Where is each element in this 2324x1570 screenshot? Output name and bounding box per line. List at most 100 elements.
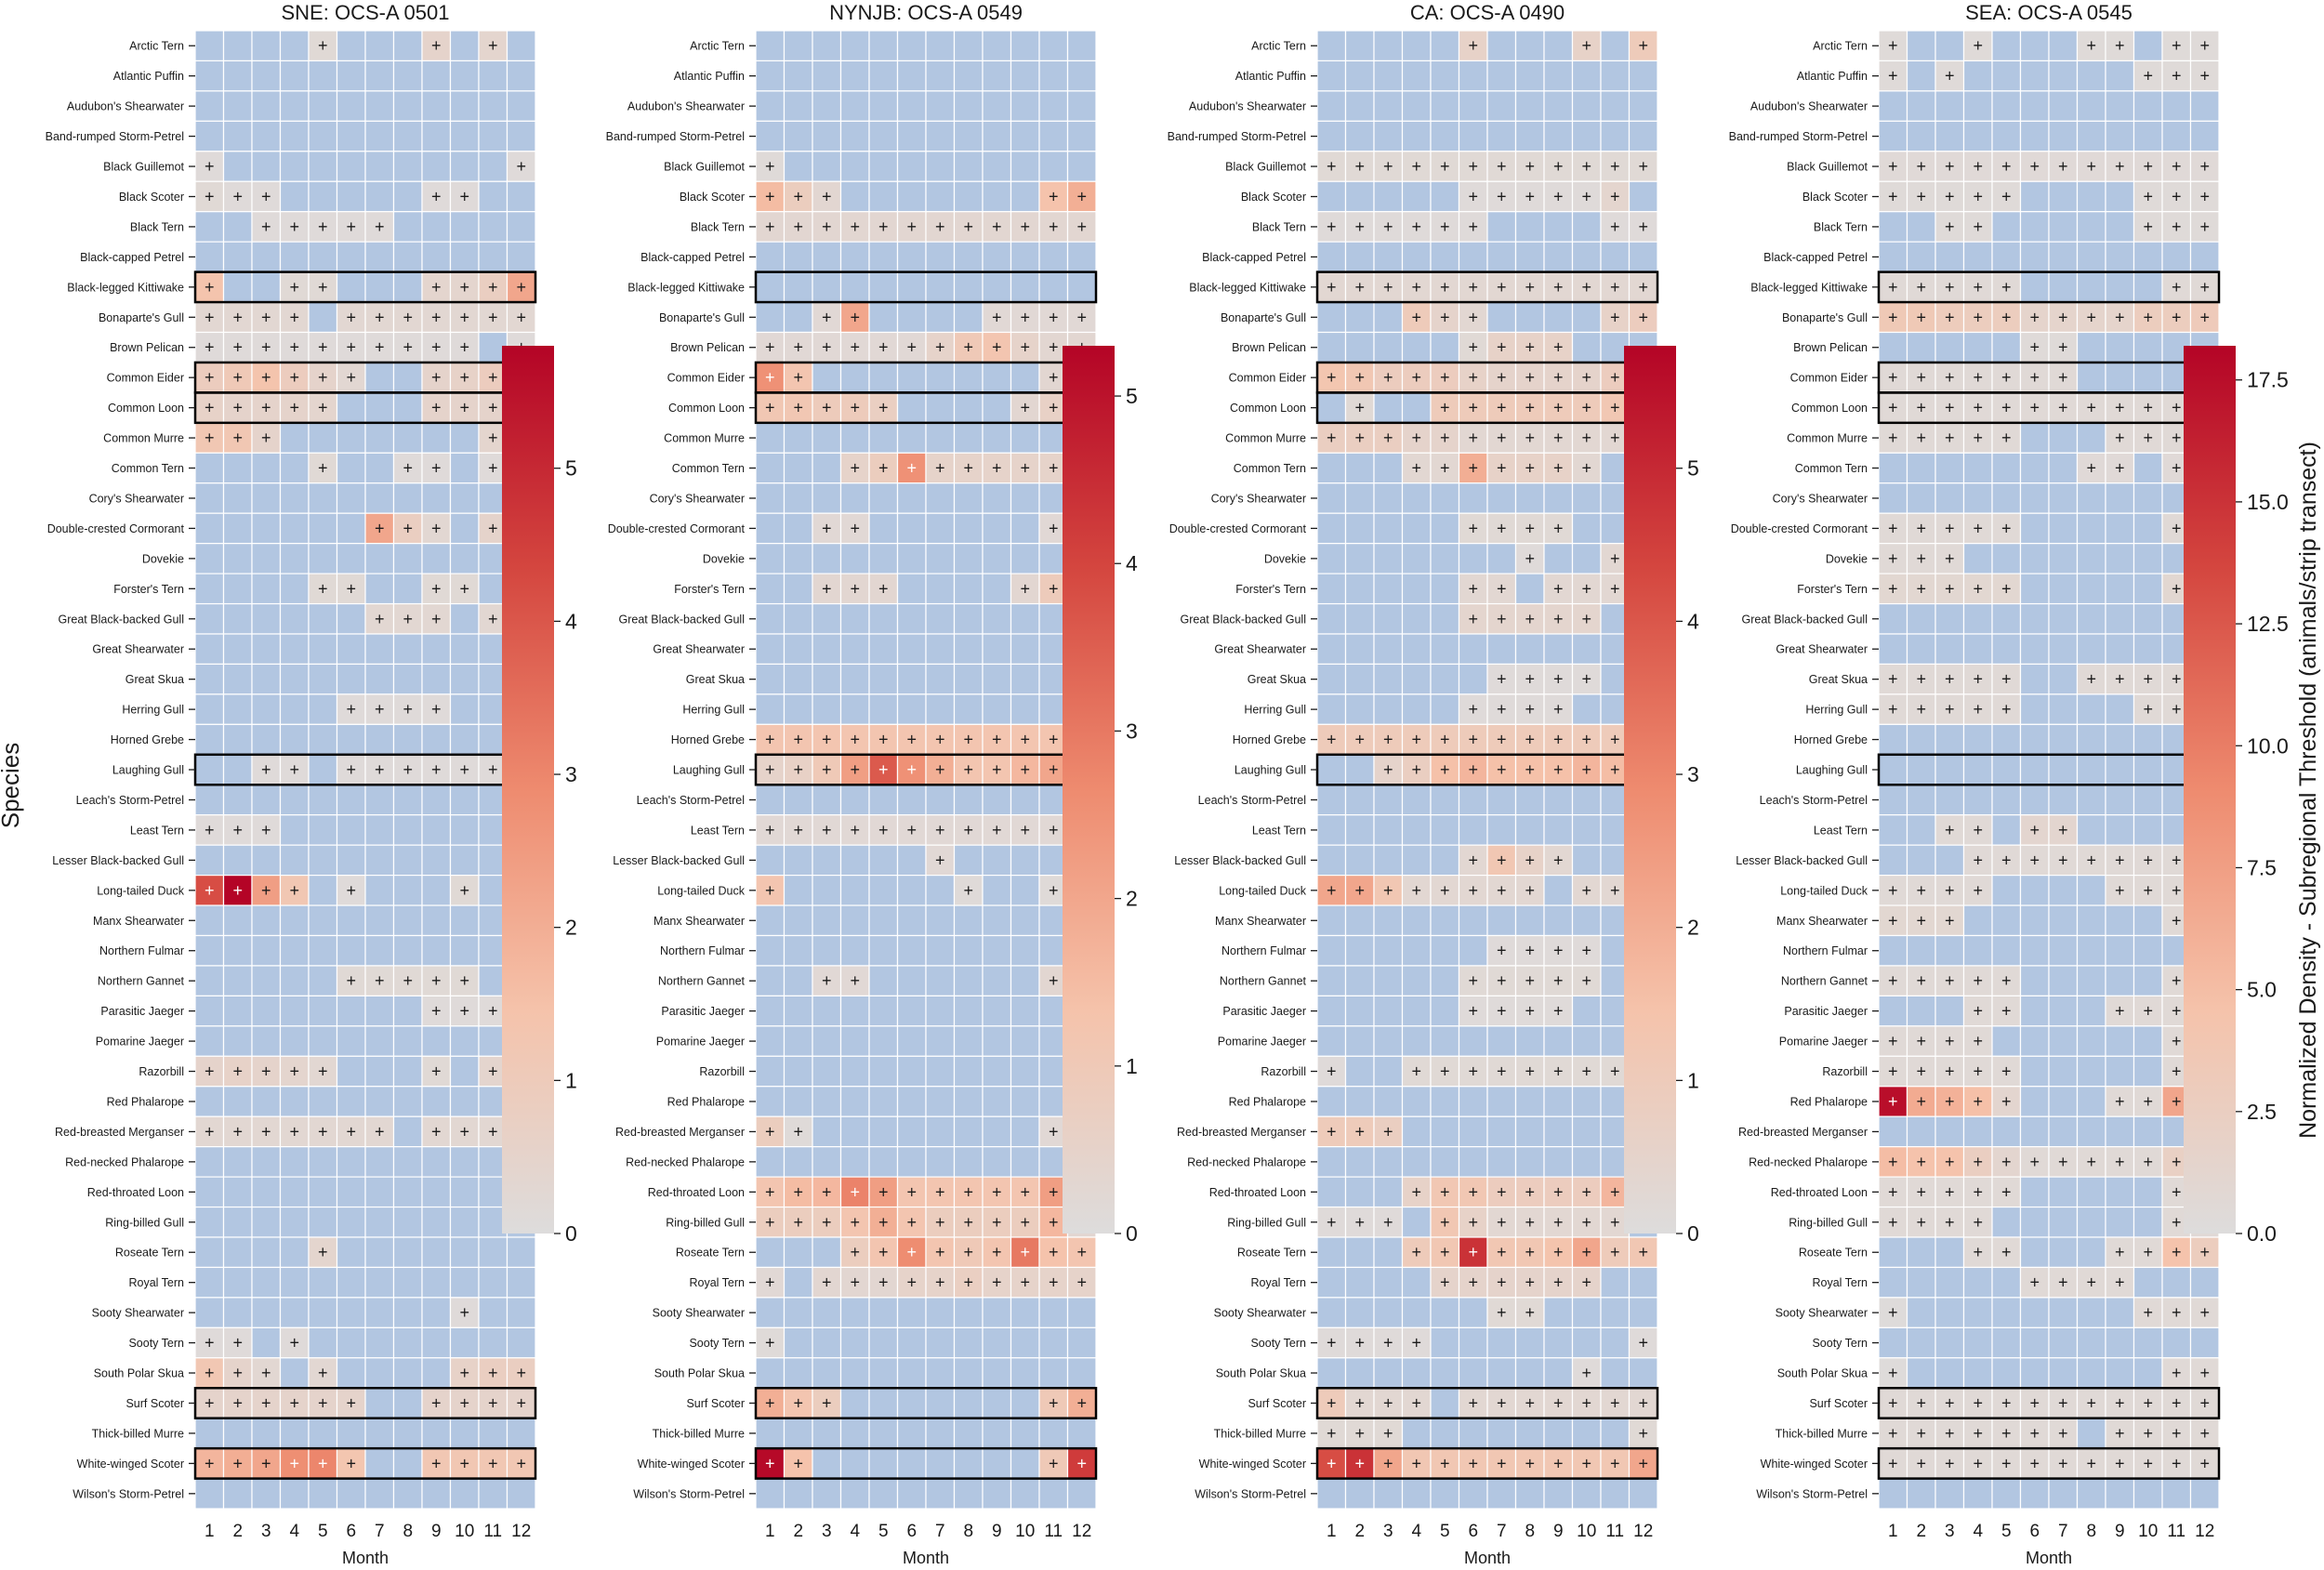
plus-marker: + <box>963 760 973 779</box>
heatmap-cell <box>1486 1025 1517 1057</box>
y-tick-label: Wilson's Storm-Petrel <box>73 1487 184 1500</box>
plus-marker: + <box>935 218 945 236</box>
heatmap-cell <box>839 1447 870 1480</box>
heatmap-cell <box>925 512 956 545</box>
heatmap-cell <box>308 874 338 906</box>
heatmap-cell <box>1991 874 2022 906</box>
x-tick-label: 7 <box>935 1522 945 1541</box>
plus-marker: + <box>1327 278 1337 297</box>
heatmap-cell <box>783 90 813 122</box>
plus-marker: + <box>1440 278 1450 297</box>
heatmap-cell <box>421 904 452 937</box>
heatmap-cell <box>812 1326 842 1359</box>
heatmap-cell <box>308 1055 338 1088</box>
heatmap-cell <box>812 693 842 725</box>
heatmap-cell <box>953 1115 984 1148</box>
heatmap-cell <box>1906 1266 1936 1299</box>
heatmap-cell <box>1010 1025 1040 1057</box>
y-tick-label: South Polar Skua <box>94 1367 184 1380</box>
heatmap-cell <box>392 1418 423 1449</box>
heatmap-cell <box>1373 1477 1404 1510</box>
heatmap-cell <box>222 1176 253 1208</box>
heatmap-cell <box>421 1477 452 1510</box>
plus-marker: + <box>459 1364 469 1382</box>
heatmap-cell <box>251 90 282 122</box>
heatmap-cell <box>1486 814 1517 846</box>
heatmap-cell <box>982 482 1012 514</box>
heatmap-cell <box>1628 151 1658 182</box>
y-tick-label: Great Black-backed Gull <box>59 613 184 626</box>
heatmap-cell <box>868 1357 899 1389</box>
plus-marker: + <box>1945 368 1955 387</box>
heatmap-cell <box>1430 241 1460 273</box>
heatmap-panels: SNE: OCS-A 0501+ + ++ ++ + + + ++ + + + ++ + + + + + ++ + +… <box>46 1 2321 1567</box>
colorbar-tick-label: 0.0 <box>2247 1221 2277 1246</box>
plus-marker: + <box>1973 1032 1983 1050</box>
heatmap-cell <box>1373 995 1404 1027</box>
heatmap-cell <box>392 362 423 394</box>
plus-marker: + <box>1581 187 1591 205</box>
heatmap-cell <box>1010 1447 1040 1480</box>
plus-marker: + <box>1049 1213 1059 1232</box>
heatmap-cell <box>953 723 984 756</box>
heatmap-cell <box>1430 512 1460 545</box>
heatmap-cell <box>1430 331 1460 363</box>
plus-marker: + <box>1354 1454 1365 1472</box>
y-tick-label: Parasitic Jaeger <box>1222 1005 1306 1018</box>
x-tick-label: 2 <box>232 1522 243 1541</box>
heatmap-cell <box>812 663 842 695</box>
heatmap-cell <box>449 1025 480 1057</box>
heatmap-cell <box>1344 602 1375 635</box>
heatmap-cell <box>449 151 480 182</box>
y-tick-label: Sooty Shearwater <box>653 1307 745 1320</box>
heatmap-cell <box>1962 1146 1993 1178</box>
heatmap-cell <box>194 241 225 273</box>
heatmap-cell <box>783 934 813 967</box>
heatmap-cell <box>1934 211 1965 243</box>
plus-marker: + <box>1327 429 1337 447</box>
heatmap-cell <box>755 904 786 937</box>
heatmap-cell <box>812 211 842 243</box>
heatmap-cell <box>2076 1297 2106 1328</box>
heatmap-cell <box>1401 180 1432 213</box>
heatmap-cell <box>1571 633 1602 666</box>
heatmap-cell <box>1458 934 1488 967</box>
plus-marker: + <box>793 399 803 417</box>
heatmap-cell <box>2048 693 2079 725</box>
heatmap-cell <box>506 1266 536 1299</box>
plus-marker: + <box>1497 1062 1507 1081</box>
heatmap-cell <box>1344 1176 1375 1208</box>
plus-marker: + <box>1973 368 1983 387</box>
plus-marker: + <box>1354 1122 1365 1141</box>
heatmap-cell <box>194 120 225 152</box>
plus-marker: + <box>2172 670 2182 689</box>
plus-marker: + <box>2029 338 2040 357</box>
y-tick-label: Northern Gannet <box>658 975 746 988</box>
heatmap-cell <box>1458 512 1488 545</box>
plus-marker: + <box>232 1393 243 1412</box>
heatmap-cell <box>1543 1418 1574 1449</box>
heatmap-cell <box>1934 30 1965 62</box>
y-tick-label: White-winged Scoter <box>638 1458 745 1471</box>
heatmap-cell <box>308 844 338 877</box>
heatmap-cell <box>2019 1086 2050 1117</box>
y-tick-label: Razorbill <box>1822 1065 1868 1078</box>
plus-marker: + <box>403 700 413 719</box>
plus-marker: + <box>2143 67 2153 86</box>
plus-marker: + <box>232 881 243 900</box>
heatmap-cell <box>1514 1146 1545 1178</box>
heatmap-cell <box>279 754 310 785</box>
heatmap-cell <box>2076 1176 2106 1208</box>
plus-marker: + <box>1553 459 1564 478</box>
heatmap-cell <box>421 995 452 1027</box>
y-tick-label: Atlantic Puffin <box>674 70 745 83</box>
plus-marker: + <box>765 1213 775 1232</box>
heatmap-cell <box>982 1297 1012 1328</box>
y-tick-label: Black Guillemot <box>103 161 184 174</box>
plus-marker: + <box>289 218 299 236</box>
heatmap-cell <box>308 90 338 122</box>
heatmap-cell <box>1010 602 1040 635</box>
heatmap-cell <box>2076 723 2106 756</box>
heatmap-cell <box>953 391 984 424</box>
plus-marker: + <box>205 1454 215 1472</box>
